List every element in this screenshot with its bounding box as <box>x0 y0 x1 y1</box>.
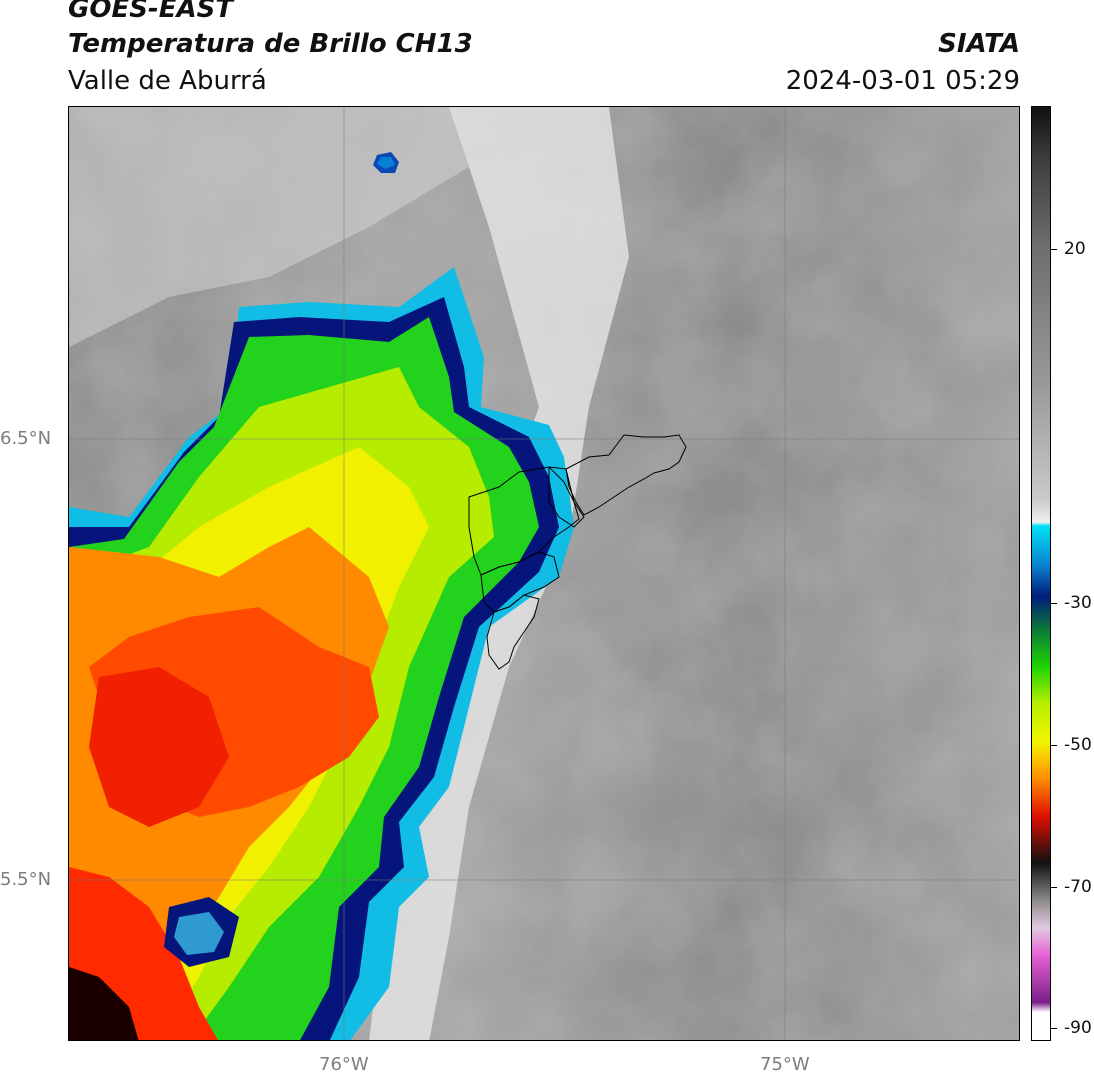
cbar-label-m70: -70 <box>1064 877 1092 897</box>
lon-label-76: 76°W <box>319 1054 369 1075</box>
isolated-cell-core <box>377 157 395 169</box>
boundary-central <box>468 466 580 576</box>
northwest-light-cloud <box>69 107 469 347</box>
region-subtitle: Valle de Aburrá <box>68 66 267 96</box>
boundary-south <box>486 594 540 670</box>
cbar-tick-m30 <box>1051 603 1057 604</box>
lon-label-75: 75°W <box>760 1054 810 1075</box>
satellite-map <box>68 106 1020 1041</box>
product-title: Temperatura de Brillo CH13 <box>68 29 473 59</box>
satellite-title: GOES-EAST <box>68 0 234 24</box>
cbar-tick-m50 <box>1051 745 1057 746</box>
cbar-label-m90: -90 <box>1064 1018 1092 1038</box>
lat-label-5-5: 5.5°N <box>0 869 52 890</box>
boundary-bello <box>548 466 585 528</box>
cbar-tick-m90 <box>1051 1028 1057 1029</box>
brightness-temperature-field <box>69 107 1019 1040</box>
cbar-label-m50: -50 <box>1064 735 1092 755</box>
lat-label-6-5: 6.5°N <box>0 428 52 449</box>
boundary-north <box>565 434 687 516</box>
cbar-tick-20 <box>1051 249 1057 250</box>
southern-cyan-pocket <box>174 912 224 955</box>
municipal-boundaries <box>468 434 687 670</box>
south-dark-core <box>69 967 139 1040</box>
organization-label: SIATA <box>938 29 1020 59</box>
cbar-label-m30: -30 <box>1064 593 1092 613</box>
cbar-label-20: 20 <box>1064 239 1086 259</box>
datetime-label: 2024-03-01 05:29 <box>785 66 1020 96</box>
red-core-area <box>89 667 229 827</box>
cbar-tick-m70 <box>1051 887 1057 888</box>
colorbar <box>1031 106 1051 1041</box>
colorbar-gradient <box>1032 107 1050 1040</box>
boundary-medellin <box>480 551 560 613</box>
